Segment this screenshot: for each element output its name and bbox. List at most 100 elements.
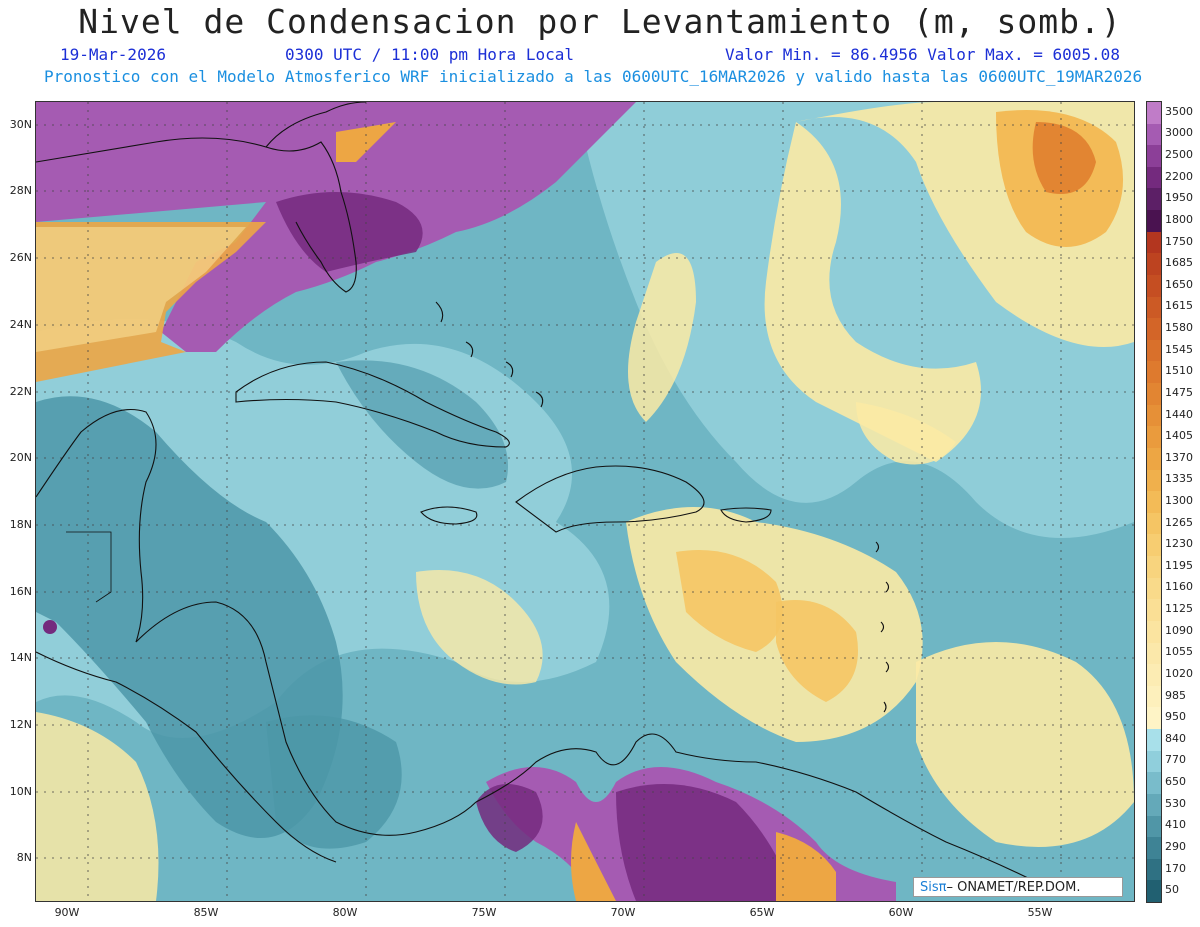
- color-scale-segment: [1147, 707, 1161, 730]
- field-teal-panama: [266, 715, 402, 849]
- color-scale-label: 290: [1165, 839, 1186, 853]
- coast-yucatan: [36, 408, 157, 643]
- color-scale-segment: [1147, 231, 1161, 254]
- color-scale-segment: [1147, 253, 1161, 276]
- lat-label: 20N: [9, 451, 32, 464]
- map-panel: [35, 101, 1135, 902]
- lon-label: 80W: [332, 906, 358, 919]
- color-scale-segment: [1147, 102, 1161, 124]
- lat-label: 22N: [9, 385, 32, 398]
- lat-label: 24N: [9, 318, 32, 331]
- color-scale-segment: [1147, 447, 1161, 470]
- coast-cuba: [235, 361, 510, 448]
- color-scale-label: 985: [1165, 688, 1186, 702]
- color-scale-label: 1370: [1165, 450, 1193, 464]
- field-darkpurple-colombia: [476, 784, 543, 852]
- color-scale-segment: [1147, 404, 1161, 427]
- color-scale-segment: [1147, 880, 1161, 903]
- color-scale-segment: [1147, 729, 1161, 752]
- lat-label: 14N: [9, 651, 32, 664]
- field-darkpurple-florida: [276, 192, 423, 272]
- color-scale-segment: [1147, 274, 1161, 297]
- color-scale-segment: [1147, 123, 1161, 146]
- color-scale-segment: [1147, 145, 1161, 168]
- color-scale-segment: [1147, 534, 1161, 557]
- color-scale-segment: [1147, 642, 1161, 665]
- border-belize-guatemala: [66, 531, 112, 603]
- color-scale-label: 650: [1165, 775, 1186, 789]
- color-scale-label: 840: [1165, 731, 1186, 745]
- color-scale-segment: [1147, 296, 1161, 319]
- color-scale-label: 1475: [1165, 385, 1193, 399]
- color-scale-segment: [1147, 599, 1161, 622]
- coast-central-america-caribbean: [135, 601, 477, 836]
- color-scale-segment: [1147, 491, 1161, 514]
- color-scale-label: 1750: [1165, 234, 1193, 248]
- field-orange-caribbean-2: [776, 600, 858, 702]
- field-teal-cuba: [336, 360, 508, 489]
- color-scale-segment: [1147, 426, 1161, 449]
- lat-label: 30N: [9, 118, 32, 131]
- color-scale-label: 1300: [1165, 494, 1193, 507]
- color-scale-label: 50: [1165, 883, 1179, 897]
- color-scale-label: 2200: [1165, 169, 1193, 183]
- color-scale-segment: [1147, 837, 1161, 860]
- color-scale-segment: [1147, 188, 1161, 211]
- color-scale-label: 1405: [1165, 429, 1193, 443]
- color-scale-label: 1230: [1165, 537, 1193, 551]
- color-scale-segment: [1147, 318, 1161, 341]
- color-scale-label: 1125: [1165, 602, 1193, 616]
- color-scale-segment: [1147, 815, 1161, 838]
- lat-label: 18N: [9, 518, 32, 531]
- coastlines: [36, 102, 1037, 883]
- field-orange-south-2: [571, 822, 616, 901]
- lon-label: 60W: [888, 906, 914, 919]
- color-scale-label: 1510: [1165, 364, 1193, 378]
- color-scale-label: 1055: [1165, 645, 1193, 659]
- color-scale-segment: [1147, 469, 1161, 492]
- coast-florida: [36, 137, 357, 293]
- lcl-field-map: [36, 102, 1134, 901]
- field-yellow-central-caribbean: [416, 570, 543, 685]
- color-scale-label: 1160: [1165, 580, 1193, 594]
- field-purple-spot: [43, 620, 57, 634]
- lat-label: 26N: [9, 251, 32, 264]
- field-orange-caribbean: [676, 550, 783, 652]
- coast-puerto-rico: [720, 507, 772, 523]
- color-scale-segment: [1147, 577, 1161, 600]
- lat-label: 16N: [9, 585, 32, 598]
- lat-label: 10N: [9, 785, 32, 798]
- color-scale-segment: [1147, 750, 1161, 773]
- color-scale-label: 1090: [1165, 623, 1193, 637]
- color-scale-segment: [1147, 556, 1161, 579]
- color-scale-label: 3000: [1165, 126, 1193, 140]
- lon-label: 65W: [749, 906, 775, 919]
- credit-box: Sisπ– ONAMET/REP.DOM.: [913, 877, 1123, 897]
- lon-label: 90W: [54, 906, 80, 919]
- color-scale-segment: [1147, 793, 1161, 816]
- lon-label: 55W: [1027, 906, 1053, 919]
- field-orange-core: [1032, 122, 1096, 194]
- lat-label: 28N: [9, 184, 32, 197]
- color-scale-label: 2500: [1165, 148, 1193, 162]
- field-darkpurple-south: [616, 784, 796, 901]
- color-scale-label: 1020: [1165, 666, 1193, 680]
- field-yellow-bahamas: [628, 253, 696, 422]
- color-scale-label: 1335: [1165, 472, 1193, 486]
- credit-text: – ONAMET/REP.DOM.: [946, 880, 1081, 895]
- color-scale-label: 1950: [1165, 191, 1193, 205]
- color-scale-segment: [1147, 512, 1161, 535]
- coast-jamaica: [420, 506, 478, 525]
- color-scale-label: 1545: [1165, 342, 1193, 356]
- field-orange-south: [776, 832, 836, 901]
- color-scale-segment: [1147, 664, 1161, 687]
- color-scale-label: 170: [1165, 861, 1186, 875]
- forecast-date: 19-Mar-2026: [60, 45, 166, 64]
- color-scale-label: 530: [1165, 796, 1186, 810]
- coast-central-america-pacific: [36, 651, 337, 863]
- color-scale-label: 1580: [1165, 321, 1193, 335]
- coast-lesser-antilles: [875, 541, 890, 713]
- color-scale-segment: [1147, 620, 1161, 643]
- value-min-max: Valor Min. = 86.4956 Valor Max. = 6005.0…: [725, 45, 1120, 64]
- lon-label: 75W: [471, 906, 497, 919]
